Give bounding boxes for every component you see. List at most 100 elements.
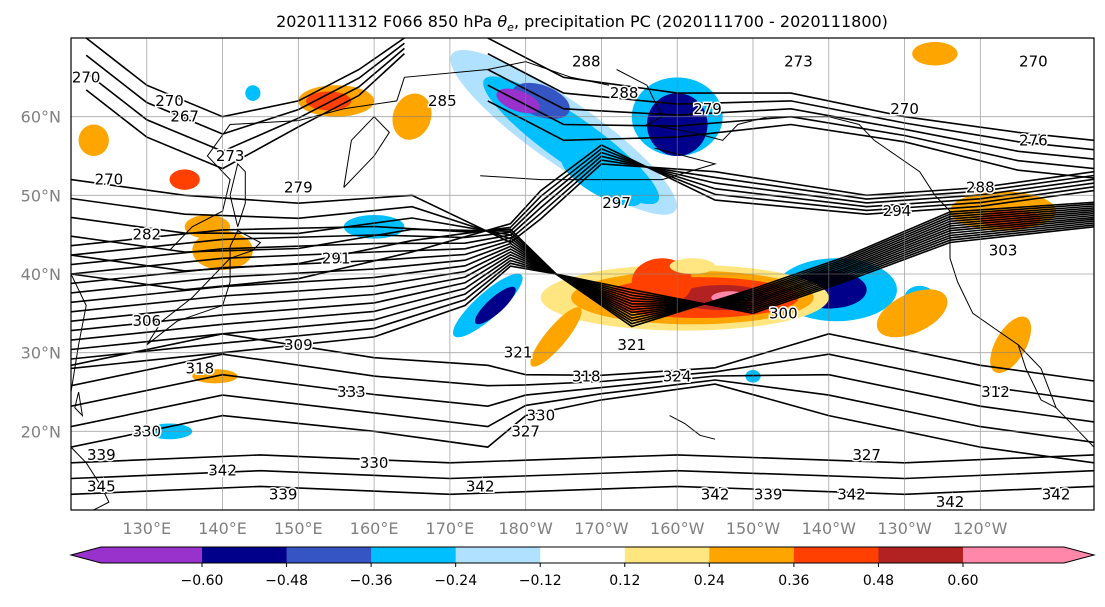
title-prefix: 2020111312 F066 850 hPa [276,12,497,31]
coastline [74,391,84,418]
contour-label: 321 [617,336,646,354]
coastline [229,230,262,259]
longitude-tick-label: 150°W [726,519,781,538]
contour-label: 321 [504,344,533,362]
contour-label: 345 [87,477,116,495]
theta-e-contour [487,100,1094,179]
latitude-tick-label: 30°N [21,344,61,363]
contour-label: 306 [132,312,161,330]
longitude-tick-label: 120°W [953,519,1008,538]
shade-positive-region [530,307,582,367]
colorbar-tick-label: −0.12 [519,573,562,589]
coastline [343,115,390,188]
contour-label: 270 [1019,53,1048,71]
colorbar-tick-label: −0.24 [434,573,477,589]
longitude-tick-label: 150°E [274,519,323,538]
latitude-tick-label: 20°N [21,422,61,441]
longitude-tick-label: 160°W [650,519,705,538]
contour-label: 297 [602,194,631,212]
contour-label: 342 [701,485,730,503]
title-theta: θ [497,12,507,31]
colorbar-bin [286,547,372,563]
contour-label: 288 [572,53,601,71]
longitude-tick-label: 130°E [122,519,171,538]
contour-label: 291 [322,249,351,267]
longitude-tick-labels: 130°E 140°E 150°E 160°E 170°E 180°W 170°W 160°W… [122,519,1007,538]
contour-label: 267 [170,108,199,126]
longitude-tick-label: 170°E [426,519,475,538]
theta-e-contour [71,469,1094,480]
colorbar-bin [101,547,202,563]
contour-label: 282 [132,226,161,244]
contour-label: 324 [663,367,692,385]
shade-negative-region [474,286,516,325]
theta-e-contour [85,53,405,170]
shade-negative-region [245,85,261,101]
longitude-tick-label: 180°W [498,519,553,538]
coastline [71,273,87,393]
theta-e-contour [487,52,1094,151]
colorbar-bin [963,547,1064,563]
coastline [616,69,1094,448]
map-gridlines [71,38,1094,510]
contour-label: 339 [87,446,116,464]
latitude-tick-label: 40°N [21,265,61,284]
colorbar-tick-label: −0.36 [350,573,393,589]
contour-label: 342 [837,485,866,503]
coastline [1017,344,1057,409]
longitude-tick-label: 170°W [574,519,629,538]
colorbar-bin [624,547,710,563]
theta-e-contour [71,454,1094,464]
shade-positive-region [78,124,109,156]
contour-label: 330 [527,407,556,425]
colorbar-tick-label: −0.60 [181,573,224,589]
colorbar-bin [371,547,457,563]
shade-positive-region [990,316,1032,374]
figure-title: 2020111312 F066 850 hPa θe, precipitatio… [276,12,888,34]
colorbar-tick-label: 0.36 [778,573,809,589]
contour-label: 342 [936,493,965,511]
coastline [71,446,110,510]
contour-label: 273 [216,147,245,165]
contour-label: 270 [890,100,919,118]
coastlines [71,61,1094,510]
colorbar-bin [793,547,879,563]
colorbar-tick-label: 0.24 [694,573,725,589]
shade-positive-region [876,289,948,338]
contour-label: 342 [466,477,495,495]
contour-label: 270 [72,68,101,86]
contour-label: 333 [337,383,366,401]
contour-label: 285 [428,92,457,110]
contour-label: 288 [966,178,995,196]
theta-e-contour [85,47,405,153]
colorbar-tick-label: −0.48 [265,573,308,589]
shade-positive-region [912,41,958,66]
coastline [146,257,231,346]
coastline [480,147,717,181]
contour-label: 294 [883,202,912,220]
colorbar-bin [709,547,795,563]
contour-label: 342 [208,462,237,480]
contour-label: 276 [1019,131,1048,149]
latitude-tick-labels: 20°N 30°N 40°N 50°N 60°N [21,108,61,442]
colorbar-bin [455,547,541,563]
latitude-tick-label: 60°N [21,108,61,127]
contour-label: 300 [769,304,798,322]
contour-label: 327 [511,422,540,440]
title-suffix: , precipitation PC (2020111700 - 2020111… [514,12,888,31]
colorbar-bin [540,547,626,563]
colorbar-tick-label: 0.12 [609,573,640,589]
colorbar: −0.60 −0.48 −0.36 −0.24 −0.12 0.12 0.24 0.36 0.4… [69,546,1096,589]
contour-label: 270 [95,171,124,189]
contour-label: 339 [269,485,298,503]
contour-label: 327 [852,446,881,464]
map-frame [70,37,1095,511]
latitude-tick-label: 50°N [21,186,61,205]
title-subscript: e [507,21,514,34]
contour-label: 342 [1042,485,1071,503]
shade-positive-region [169,169,200,190]
